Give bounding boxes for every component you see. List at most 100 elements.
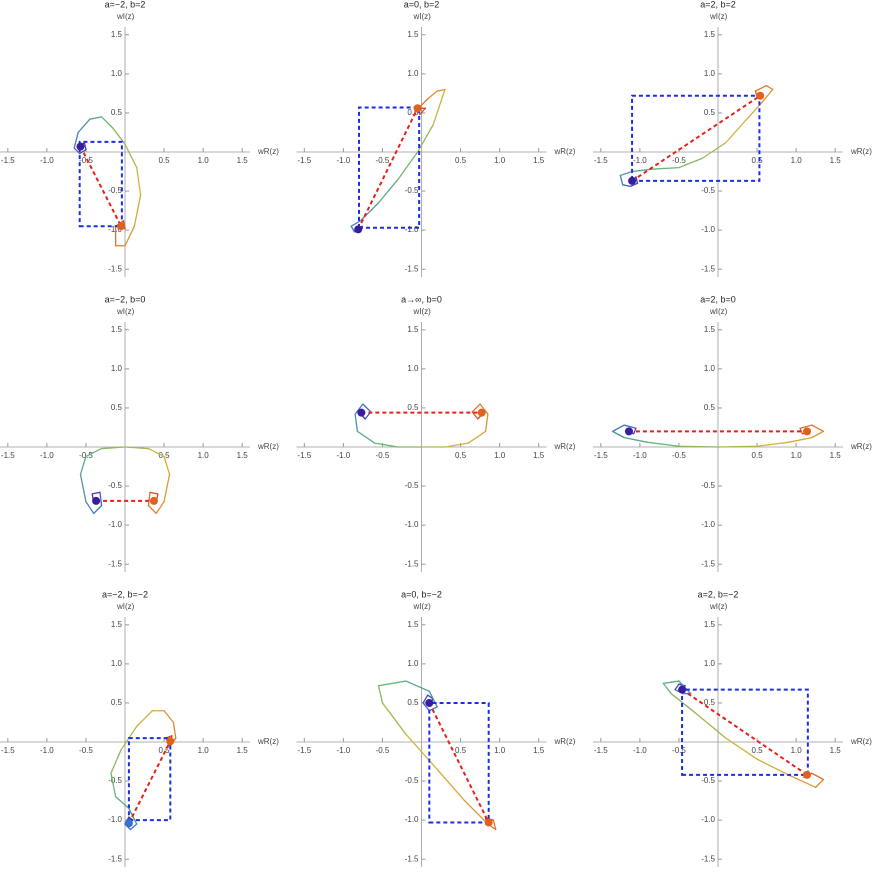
y-tick-label: -1.0 xyxy=(108,815,122,824)
endpoint xyxy=(149,496,158,505)
x-tick-label: -1.0 xyxy=(336,746,350,755)
x-tick-label: -0.5 xyxy=(79,156,93,165)
x-tick-label: 1.5 xyxy=(237,156,249,165)
x-axis-label: wR(z) xyxy=(850,737,872,746)
x-tick-label: -0.5 xyxy=(376,746,390,755)
curve-segment xyxy=(354,413,359,433)
curve-segment xyxy=(436,768,466,802)
y-tick-label: -0.5 xyxy=(108,481,122,490)
curve-segment xyxy=(629,182,639,188)
curve-segment xyxy=(622,184,632,188)
curve-segment xyxy=(354,403,364,415)
x-tick-label: 0.5 xyxy=(752,451,764,460)
curve-segment xyxy=(377,178,399,204)
x-tick-label: 0.5 xyxy=(159,746,171,755)
x-tick-label: -1.5 xyxy=(297,451,311,460)
endpoint xyxy=(477,408,486,417)
x-tick-label: 1.0 xyxy=(494,746,506,755)
y-tick-label: 1.5 xyxy=(704,325,716,334)
endpoint xyxy=(166,737,175,746)
x-tick-label: -0.5 xyxy=(672,746,686,755)
curve-segment xyxy=(112,127,126,145)
y-tick-label: 1.0 xyxy=(704,69,716,78)
curve-segment xyxy=(619,174,624,186)
curve-segment xyxy=(619,170,633,177)
y-tick-label: 0.5 xyxy=(111,698,123,707)
x-axis-label: wR(z) xyxy=(850,442,872,451)
x-tick-label: 1.5 xyxy=(533,746,545,755)
x-tick-label: 1.5 xyxy=(533,156,545,165)
curve-segment xyxy=(91,491,101,495)
curve-segment xyxy=(799,427,804,435)
y-tick-label: 1.0 xyxy=(704,364,716,373)
x-axis-label: wR(z) xyxy=(257,442,279,451)
curve-segment xyxy=(428,690,438,708)
curve-segment xyxy=(471,403,481,413)
curve-segment xyxy=(419,107,427,116)
curve-segment xyxy=(436,88,446,92)
dashed-segment xyxy=(128,740,172,824)
curve-segment xyxy=(479,403,489,415)
y-tick-label: -1.5 xyxy=(108,854,122,863)
x-tick-label: 0.5 xyxy=(752,746,764,755)
y-tick-label: -1.0 xyxy=(108,520,122,529)
curve-segment xyxy=(100,446,126,450)
endpoint xyxy=(117,222,126,231)
y-tick-label: 1.5 xyxy=(111,30,123,39)
curve-segment xyxy=(427,90,438,100)
curve-segment xyxy=(136,166,142,196)
x-tick-label: 1.5 xyxy=(237,746,249,755)
curve-segment xyxy=(471,411,479,420)
curve-segment xyxy=(717,445,758,448)
curve-segment xyxy=(811,424,825,433)
endpoint xyxy=(354,225,363,234)
x-tick-label: -1.5 xyxy=(594,451,608,460)
curve-segment xyxy=(79,455,87,475)
x-axis-label: wR(z) xyxy=(554,737,576,746)
curve-segment xyxy=(623,424,637,429)
y-tick-label: 0.5 xyxy=(407,403,419,412)
curve-segment xyxy=(678,445,719,448)
x-axis-label: wR(z) xyxy=(850,147,872,156)
curve-segment xyxy=(124,143,138,169)
curve-segment xyxy=(678,157,704,169)
y-axis-label: wI(z) xyxy=(413,12,432,21)
curve-segment xyxy=(85,501,95,515)
curve-segment xyxy=(147,491,151,507)
curve-segment xyxy=(662,682,672,695)
y-tick-label: -1.5 xyxy=(405,854,419,863)
y-tick-label: -1.5 xyxy=(108,264,122,273)
x-axis-label: wR(z) xyxy=(554,147,576,156)
curve-segment xyxy=(756,758,789,776)
x-tick-label: 1.5 xyxy=(237,451,249,460)
endpoint xyxy=(92,496,101,505)
curve-segment xyxy=(163,473,171,503)
x-tick-label: -1.5 xyxy=(594,746,608,755)
curve-segment xyxy=(405,680,430,692)
x-tick-label: -1.0 xyxy=(633,746,647,755)
y-tick-label: 0.5 xyxy=(111,403,123,412)
x-tick-label: -0.5 xyxy=(672,156,686,165)
curve-segment xyxy=(79,149,87,155)
x-tick-label: -1.0 xyxy=(40,156,54,165)
y-axis-label: wI(z) xyxy=(413,602,432,611)
y-tick-label: 1.5 xyxy=(704,30,716,39)
endpoint xyxy=(484,818,493,827)
dashed-segment xyxy=(357,107,419,230)
y-tick-label: -0.5 xyxy=(701,186,715,195)
curve-segment xyxy=(133,194,142,227)
curve-segment xyxy=(373,442,399,448)
curve-segment xyxy=(623,436,649,443)
x-tick-label: 0.5 xyxy=(159,156,171,165)
curve-segment xyxy=(760,88,774,105)
title: a=−2, b=−2 xyxy=(102,589,148,599)
y-tick-label: -0.5 xyxy=(701,481,715,490)
x-tick-label: -1.0 xyxy=(633,156,647,165)
curve-segment xyxy=(381,702,407,735)
curve-segment xyxy=(611,424,625,433)
curve-segment xyxy=(93,504,103,515)
x-tick-label: 0.5 xyxy=(455,156,467,165)
curve-segment xyxy=(377,680,407,687)
curve-segment xyxy=(811,430,825,439)
curve-segment xyxy=(701,141,727,159)
